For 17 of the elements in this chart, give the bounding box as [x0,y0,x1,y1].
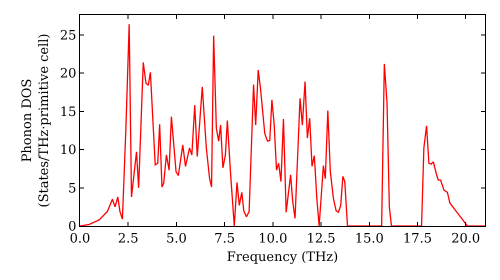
y-axis-title: Phonon DOS (States/THz·primitive cell) [20,33,52,208]
y-tick-label: 25 [60,28,76,44]
x-tick-label: 15.0 [354,232,384,247]
x-tick-label: 5.0 [166,232,187,247]
x-tick-label: 7.5 [214,232,235,247]
x-tick-label: 17.5 [403,232,432,247]
line-series [80,24,485,226]
x-tick-label: 10.0 [258,232,288,247]
x-axis-title: Frequency (THz) [226,250,338,266]
x-tick-label: 0.0 [70,232,90,247]
x-tick-label: 12.5 [306,232,336,247]
y-tick-label: 5 [68,181,76,196]
x-tick-label: 20.0 [451,232,480,247]
y-tick-label: 10 [60,143,76,158]
y-tick-label: 15 [60,104,76,120]
x-tick-label: 2.5 [118,232,139,247]
y-tick-label: 20 [60,66,76,82]
